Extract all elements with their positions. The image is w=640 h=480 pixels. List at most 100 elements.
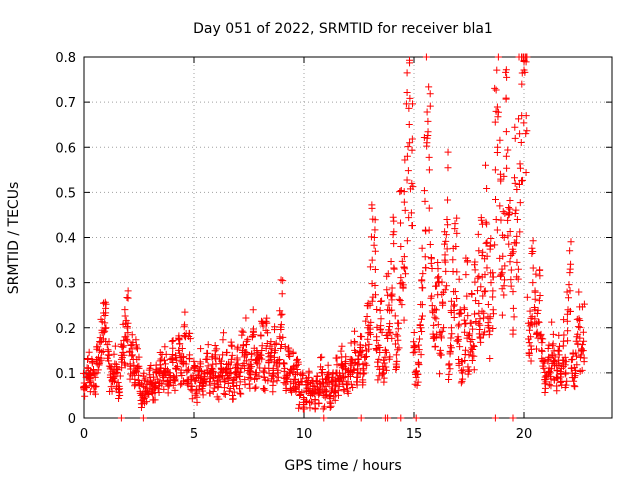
data-point — [474, 274, 482, 282]
data-point — [415, 361, 423, 369]
data-point — [576, 334, 584, 342]
data-point — [315, 400, 323, 408]
data-point — [161, 356, 169, 364]
data-point — [232, 361, 240, 369]
data-point — [156, 370, 164, 378]
data-point — [527, 333, 535, 341]
data-point — [392, 330, 400, 338]
data-point — [496, 202, 504, 210]
data-point — [460, 304, 468, 312]
data-point — [269, 388, 277, 396]
data-point — [447, 334, 455, 342]
data-point — [406, 139, 414, 147]
data-point — [535, 318, 543, 326]
data-point — [414, 378, 422, 386]
data-point — [528, 244, 536, 252]
data-point — [286, 369, 294, 377]
data-point — [502, 66, 510, 74]
data-point — [487, 279, 495, 287]
data-point — [505, 240, 513, 248]
y-axis-label: SRMTID / TECUs — [6, 182, 22, 295]
data-point — [482, 161, 490, 169]
data-point — [233, 356, 241, 364]
data-point — [285, 348, 293, 356]
data-point — [176, 349, 184, 357]
data-point — [94, 366, 102, 374]
data-point — [505, 203, 513, 211]
data-point — [100, 328, 108, 336]
data-point — [471, 310, 479, 318]
data-point — [572, 352, 580, 360]
data-point — [88, 359, 96, 367]
data-point — [393, 364, 401, 372]
data-point — [128, 331, 136, 339]
data-point — [416, 321, 424, 329]
data-point — [510, 174, 518, 182]
data-point — [349, 383, 357, 391]
data-point — [503, 164, 511, 172]
data-point — [356, 341, 364, 349]
data-point — [462, 346, 470, 354]
data-point — [371, 247, 379, 255]
data-point — [423, 108, 431, 116]
data-point — [491, 166, 499, 174]
data-point — [355, 360, 363, 368]
data-point — [121, 359, 129, 367]
data-point — [244, 335, 252, 343]
data-point — [364, 335, 372, 343]
data-point — [410, 344, 418, 352]
data-point — [525, 351, 533, 359]
data-point — [112, 360, 120, 368]
data-point — [353, 378, 361, 386]
data-point — [438, 290, 446, 298]
data-point — [206, 381, 214, 389]
data-point — [506, 197, 514, 205]
data-point — [547, 375, 555, 383]
data-point — [491, 84, 499, 92]
data-point — [359, 381, 367, 389]
data-point — [403, 237, 411, 245]
data-point — [449, 256, 457, 264]
data-point — [188, 382, 196, 390]
data-point — [405, 104, 413, 112]
data-point — [225, 370, 233, 378]
data-point — [430, 321, 438, 329]
data-point — [268, 372, 276, 380]
data-point — [509, 304, 517, 312]
data-point — [471, 278, 479, 286]
data-point — [512, 206, 520, 214]
data-point — [357, 332, 365, 340]
data-point — [410, 338, 418, 346]
data-point — [566, 307, 574, 315]
data-point — [169, 359, 177, 367]
data-point — [156, 357, 164, 365]
data-point — [570, 382, 578, 390]
data-point — [491, 118, 499, 126]
data-point — [248, 350, 256, 358]
data-point — [431, 342, 439, 350]
data-point — [376, 306, 384, 314]
data-point — [446, 342, 454, 350]
data-point — [102, 309, 110, 317]
data-point — [504, 216, 512, 224]
data-point — [279, 277, 287, 285]
data-point — [561, 361, 569, 369]
data-point — [539, 362, 547, 370]
data-point — [529, 264, 537, 272]
data-point — [434, 279, 442, 287]
data-point — [329, 370, 337, 378]
data-point — [124, 287, 132, 295]
data-point — [103, 341, 111, 349]
data-point — [234, 364, 242, 372]
data-point — [169, 351, 177, 359]
data-point — [579, 328, 587, 336]
data-point — [564, 337, 572, 345]
data-point — [113, 368, 121, 376]
data-point — [130, 361, 138, 369]
data-point — [513, 273, 521, 281]
data-point — [424, 128, 432, 136]
data-point — [580, 337, 588, 345]
data-point — [516, 130, 524, 138]
data-point — [475, 320, 483, 328]
data-point — [230, 382, 238, 390]
